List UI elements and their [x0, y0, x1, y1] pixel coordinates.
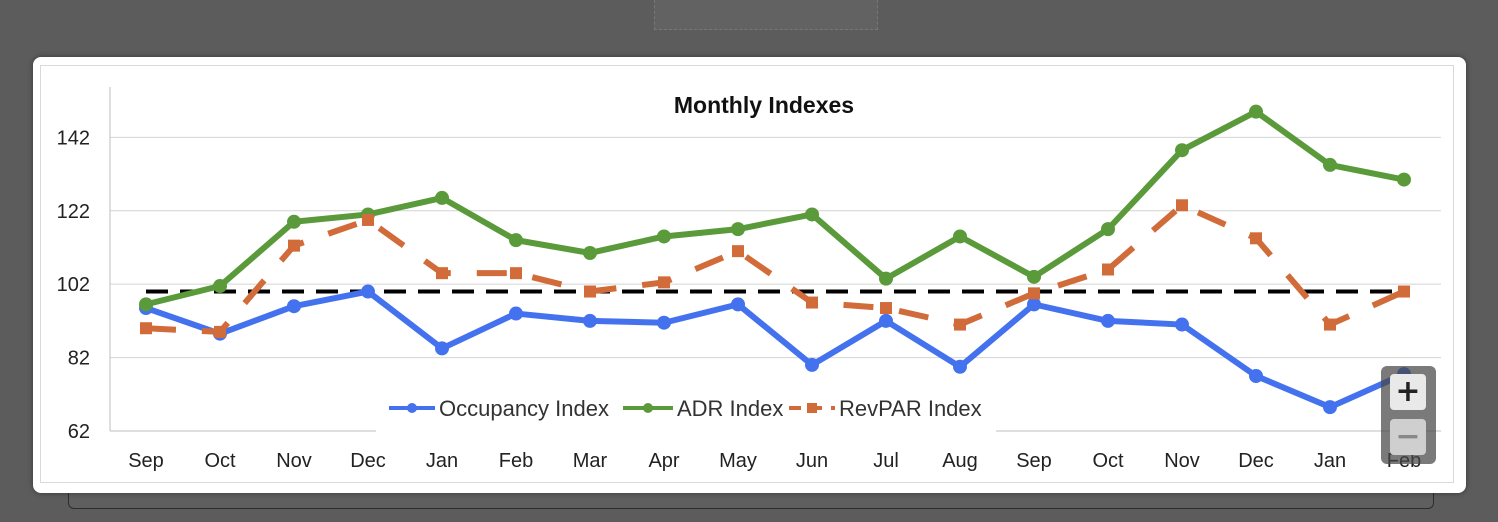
revpar-index-point: [288, 239, 300, 252]
x-tick-label: Oct: [204, 450, 236, 472]
occupancy-index-point: [361, 284, 375, 299]
axes: 62 82 102 122 142 Sep Oct Nov Dec Jan Feb Mar Apr May…: [57, 87, 1441, 472]
legend: Occupancy Index ADR Index RevPAR Index: [376, 380, 996, 434]
occupancy-index-point: [287, 299, 301, 314]
revpar-index-point: [584, 285, 596, 298]
adr-index-line: [143, 108, 1407, 308]
occupancy-index-point: [879, 313, 893, 328]
occupancy-index-point: [953, 359, 967, 374]
adr-index-point: [1323, 157, 1337, 172]
revpar-index-point: [214, 325, 226, 338]
x-tick-label: Jun: [796, 450, 828, 472]
adr-index-point: [213, 279, 227, 294]
revpar-index-point: [954, 318, 966, 331]
revpar-index-point: [658, 276, 670, 289]
zoom-out-button[interactable]: −: [1390, 419, 1426, 455]
x-tick-label: Dec: [350, 450, 386, 472]
zoom-controls: + −: [1381, 366, 1436, 464]
occupancy-index-point: [657, 315, 671, 330]
revpar-index-point: [880, 302, 892, 315]
adr-index-point: [139, 297, 153, 312]
monthly-indexes-chart: 62 82 102 122 142 Sep Oct Nov Dec Jan Feb Mar Apr May…: [57, 87, 1441, 472]
adr-index-point: [953, 229, 967, 244]
legend-swatch-marker: [643, 403, 653, 413]
adr-index-point: [879, 271, 893, 286]
occupancy-index-point: [1323, 400, 1337, 415]
y-tick-label: 122: [57, 201, 90, 223]
revpar-index-point: [1176, 199, 1188, 212]
occupancy-index-point: [435, 341, 449, 356]
x-tick-label: Jan: [426, 450, 458, 472]
revpar-index-point: [1250, 232, 1262, 245]
revpar-index-point: [1398, 285, 1410, 298]
y-tick-label: 82: [68, 348, 90, 370]
x-tick-label: Sep: [128, 450, 164, 472]
adr-index-point: [657, 229, 671, 244]
x-tick-label: Feb: [499, 450, 533, 472]
x-tick-label: Jul: [873, 450, 899, 472]
adr-index-point: [1027, 269, 1041, 284]
y-tick-label: 62: [68, 421, 90, 443]
x-tick-label: Mar: [573, 450, 608, 472]
revpar-index-line: [145, 202, 1406, 335]
x-tick-label: Nov: [1164, 450, 1200, 472]
x-tick-label: Aug: [942, 450, 978, 472]
chart-title: Monthly Indexes: [674, 92, 854, 118]
adr-index-point: [1175, 143, 1189, 158]
zoom-in-button[interactable]: +: [1390, 374, 1426, 410]
adr-index-point: [1101, 222, 1115, 237]
adr-index-point: [287, 214, 301, 229]
x-tick-label: Jan: [1314, 450, 1346, 472]
y-tick-label: 142: [57, 127, 90, 149]
legend-label: ADR Index: [677, 396, 783, 421]
adr-index-point: [1249, 104, 1263, 119]
x-tick-label: May: [719, 450, 757, 472]
revpar-index-point: [806, 296, 818, 309]
occupancy-index-point: [731, 297, 745, 312]
occupancy-index-point: [509, 306, 523, 321]
revpar-index-point: [436, 267, 448, 280]
x-tick-label: Nov: [276, 450, 312, 472]
x-tick-label: Apr: [648, 450, 679, 472]
legend-label: Occupancy Index: [439, 396, 609, 421]
legend-background: [376, 380, 996, 434]
legend-swatch-marker: [807, 403, 817, 413]
occupancy-index-point: [1249, 368, 1263, 383]
revpar-index-point: [140, 322, 152, 335]
x-tick-label: Oct: [1092, 450, 1124, 472]
adr-index-point: [731, 222, 745, 237]
thumbnail-preview[interactable]: [654, 0, 878, 30]
adr-index-point: [1397, 172, 1411, 187]
occupancy-index-point: [583, 313, 597, 328]
adr-index-point: [583, 245, 597, 260]
image-lightbox: 62 82 102 122 142 Sep Oct Nov Dec Jan Feb Mar Apr May…: [33, 57, 1466, 493]
revpar-index-point: [510, 267, 522, 280]
legend-swatch-marker: [407, 403, 417, 413]
occupancy-index-point: [805, 357, 819, 372]
adr-index-point: [435, 190, 449, 205]
series-layer: [139, 104, 1411, 415]
x-tick-label: Dec: [1238, 450, 1274, 472]
legend-label: RevPAR Index: [839, 396, 982, 421]
grid-lines: [110, 136, 1441, 359]
adr-index-point: [805, 207, 819, 222]
revpar-index-point: [1324, 318, 1336, 331]
chart-frame: [40, 65, 1454, 483]
revpar-index-point: [1028, 287, 1040, 300]
revpar-index-point: [1102, 263, 1114, 276]
occupancy-index-point: [1027, 297, 1041, 312]
y-tick-label: 102: [57, 274, 90, 296]
revpar-index-point: [732, 245, 744, 258]
occupancy-index-point: [1101, 313, 1115, 328]
occupancy-index-line: [143, 288, 1407, 411]
revpar-index-point: [362, 213, 374, 226]
x-tick-label: Sep: [1016, 450, 1052, 472]
adr-index-point: [509, 233, 523, 248]
occupancy-index-point: [1175, 317, 1189, 332]
